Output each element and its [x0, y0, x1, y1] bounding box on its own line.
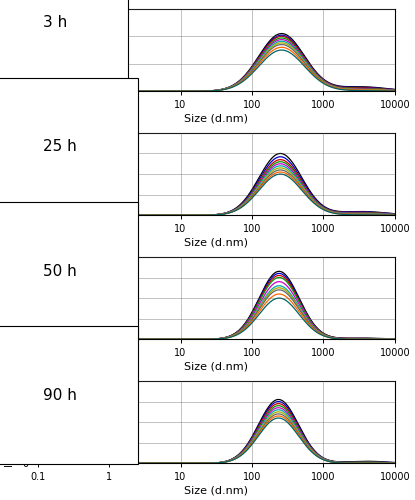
- X-axis label: Size (d.nm): Size (d.nm): [184, 237, 248, 247]
- Y-axis label: Intensity (Percent): Intensity (Percent): [5, 129, 15, 220]
- Text: 50 h: 50 h: [43, 264, 77, 278]
- Text: 90 h: 90 h: [43, 388, 77, 402]
- Y-axis label: Intensity (Percent): Intensity (Percent): [5, 377, 15, 468]
- Text: 25 h: 25 h: [43, 140, 77, 154]
- Y-axis label: Intensity (Percent): Intensity (Percent): [5, 5, 15, 95]
- X-axis label: Size (d.nm): Size (d.nm): [184, 485, 248, 495]
- X-axis label: Size (d.nm): Size (d.nm): [184, 361, 248, 371]
- Text: 3 h: 3 h: [43, 16, 67, 30]
- Y-axis label: Intensity (Percent): Intensity (Percent): [5, 253, 15, 344]
- X-axis label: Size (d.nm): Size (d.nm): [184, 113, 248, 123]
